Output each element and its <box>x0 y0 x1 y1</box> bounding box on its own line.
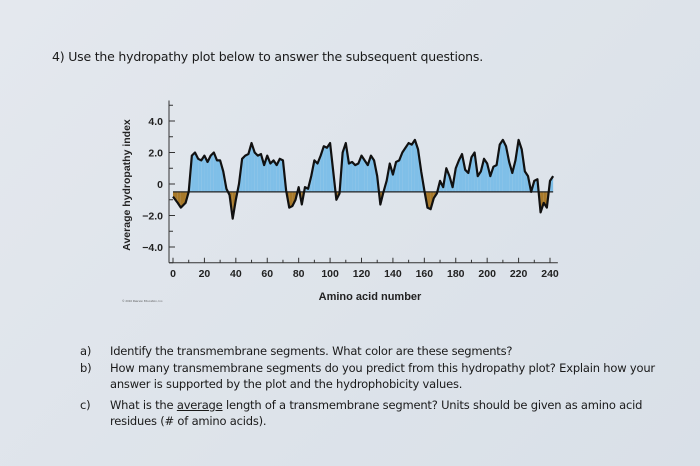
hydrophobic-fill <box>502 139 507 192</box>
hydrophobic-fill <box>216 160 221 192</box>
y-tick-label: 2.0 <box>148 148 163 160</box>
hydrophobic-fill <box>326 143 331 192</box>
worksheet-heading: 4) Use the hydropathy plot below to answ… <box>52 49 483 64</box>
x-tick-label: 240 <box>541 268 559 280</box>
hydrophobic-fill <box>273 160 277 192</box>
hydrophobic-fill <box>267 155 271 192</box>
hydrophobic-fill <box>408 143 412 192</box>
hydrophobic-fill <box>396 160 400 192</box>
x-tick-label: 220 <box>510 268 528 280</box>
x-tick-label: 100 <box>321 268 339 280</box>
hydrophobic-fill <box>213 152 217 192</box>
question-text-part: length of a transmembrane segment? Units… <box>110 398 643 428</box>
x-tick-label: 0 <box>170 268 176 280</box>
y-tick-label: 0 <box>157 179 163 191</box>
hydrophobic-fill <box>506 146 510 192</box>
hydrophobic-fill <box>370 155 375 192</box>
hydrophobic-fill <box>364 160 368 192</box>
hydrophobic-fill <box>465 169 469 192</box>
hydrophobic-fill <box>207 155 211 192</box>
question-text: Identify the transmembrane segments. Wha… <box>110 344 513 358</box>
hydrophobic-fill <box>352 161 356 192</box>
x-tick-label: 40 <box>230 268 242 280</box>
x-tick-label: 120 <box>353 268 371 280</box>
x-tick-label: 140 <box>384 268 402 280</box>
hydrophobic-fill <box>414 139 419 192</box>
hydrophobic-fill <box>405 143 409 192</box>
hydrophobic-fill <box>320 146 324 192</box>
hydrophobic-fill <box>270 160 274 192</box>
x-tick-label: 160 <box>416 268 434 280</box>
hydrophobic-fill <box>361 155 365 192</box>
hydrophobic-fill <box>402 147 406 192</box>
hydrophilic-fill <box>289 191 293 208</box>
hydrophobic-fill <box>490 166 494 192</box>
hydrophobic-fill <box>518 139 522 192</box>
x-tick-label: 80 <box>293 268 305 280</box>
hydrophobic-fill <box>251 143 255 192</box>
hydrophobic-fill <box>204 155 208 192</box>
question-text: What is the average length of a transmem… <box>110 398 670 429</box>
hydrophobic-fill <box>245 154 249 192</box>
hydrophobic-fill <box>389 163 393 192</box>
hydrophobic-fill <box>210 152 214 192</box>
hydrophobic-fill <box>194 152 199 192</box>
hydrophobic-fill <box>317 155 321 192</box>
x-tick-label: 180 <box>447 268 465 280</box>
copyright-credit: © 2010 Pearson Education, Inc. <box>122 299 163 303</box>
question-text-part: What is the <box>110 398 177 412</box>
hydrophobic-fill <box>220 160 224 192</box>
hydrophobic-fill <box>512 160 516 192</box>
hydrophobic-fill <box>257 154 261 192</box>
underlined-word: average <box>176 398 223 412</box>
hydrophobic-fill <box>191 152 195 192</box>
question-text: How many transmembrane segments do you p… <box>110 361 655 391</box>
x-axis-label: Amino acid number <box>319 291 422 303</box>
hydrophobic-fill <box>254 152 258 192</box>
hydrophobic-fill <box>515 139 519 192</box>
hydrophobic-fill <box>358 155 362 192</box>
hydrophobic-fill <box>242 155 246 192</box>
hydrophobic-fill <box>499 139 503 192</box>
x-tick-label: 20 <box>199 268 211 280</box>
hydrophobic-fill <box>201 155 205 192</box>
question-label: c) <box>80 398 91 412</box>
y-tick-label: −2.0 <box>142 211 163 223</box>
hydrophobic-fill <box>348 161 353 192</box>
hydrophobic-fill <box>446 168 450 192</box>
hydrophobic-fill <box>484 158 488 192</box>
hydrophobic-fill <box>248 143 252 192</box>
hydrophobic-fill <box>411 139 415 192</box>
question-label: a) <box>80 344 92 358</box>
hydrophobic-fill <box>493 165 497 192</box>
hydrophobic-fill <box>323 146 327 192</box>
hydrophobic-fill <box>509 161 513 192</box>
hydrophobic-fill <box>276 158 280 192</box>
question-label: b) <box>80 361 92 375</box>
hydropathy-line <box>172 138 555 220</box>
hydrophobic-fill <box>279 158 283 192</box>
y-tick-label: −4.0 <box>142 242 163 254</box>
hydrophobic-fill <box>471 152 475 192</box>
hydrophobic-fill <box>399 152 403 192</box>
hydrophobic-fill <box>480 158 485 192</box>
hydrophobic-fill <box>314 160 318 192</box>
y-axis-label: Average hydropathy index <box>121 119 133 251</box>
x-tick-label: 60 <box>261 268 273 280</box>
hydrophobic-fill <box>458 154 463 192</box>
hydrophobic-fill <box>198 158 202 192</box>
x-tick-label: 200 <box>478 268 496 280</box>
hydrophilic-fill <box>427 191 431 210</box>
y-tick-label: 4.0 <box>148 116 163 128</box>
hydrophobic-fill <box>355 163 359 192</box>
